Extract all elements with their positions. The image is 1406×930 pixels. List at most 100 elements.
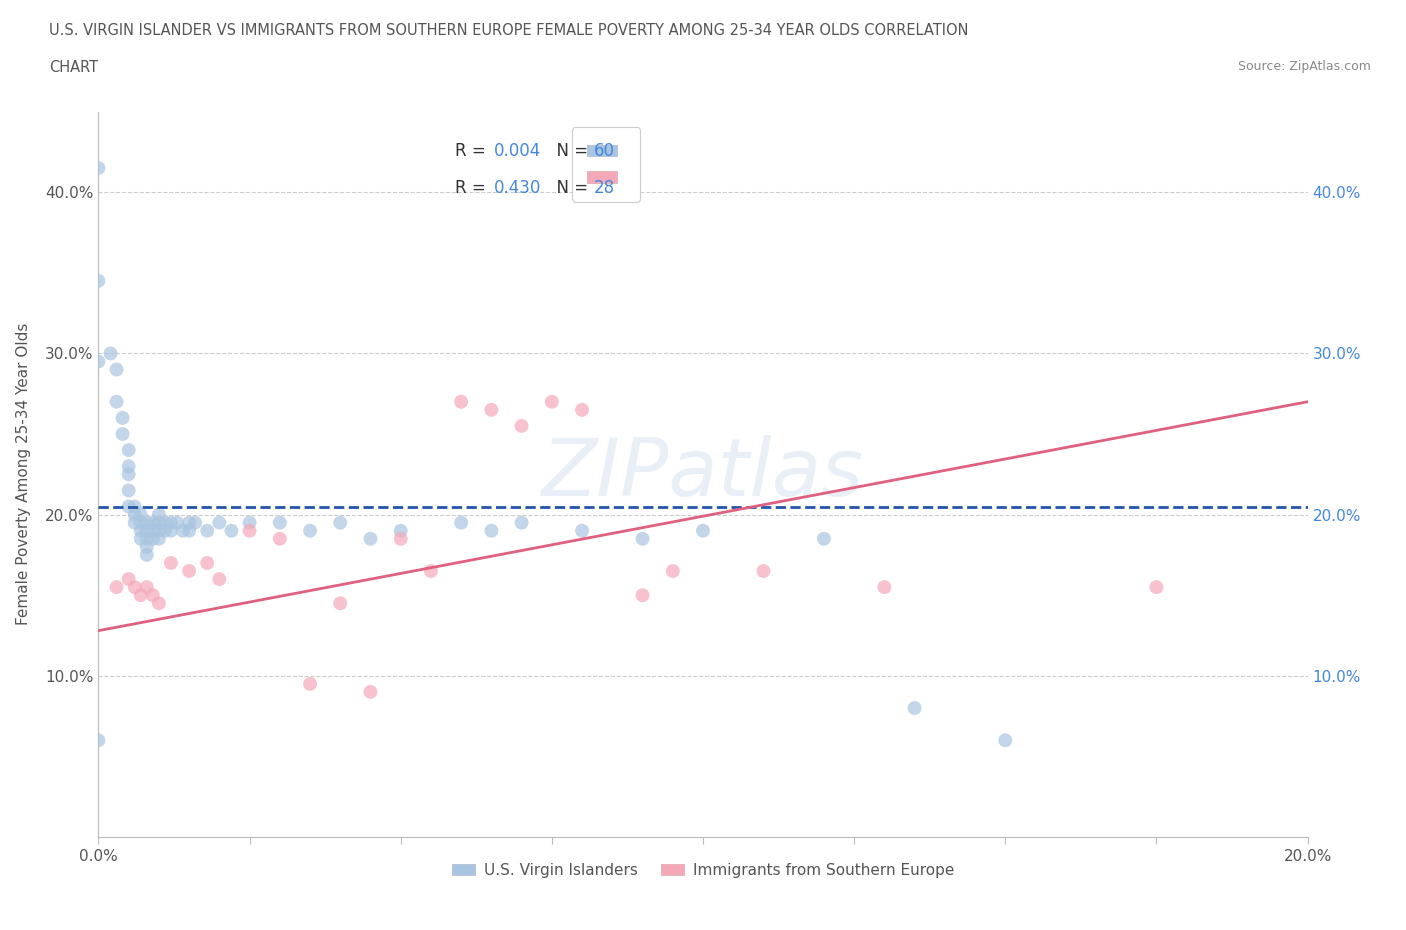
Point: [87, 354, 110, 369]
Point: [111, 427, 134, 442]
Point: [87, 273, 110, 288]
Point: [329, 596, 352, 611]
Point: [129, 531, 152, 546]
Point: [166, 515, 188, 530]
Point: [450, 515, 472, 530]
Point: [179, 524, 201, 538]
Point: [129, 524, 152, 538]
Point: [329, 515, 352, 530]
Point: [118, 443, 141, 458]
Point: [148, 531, 170, 546]
Point: [661, 564, 683, 578]
Point: [124, 579, 146, 594]
Point: [135, 579, 157, 594]
Point: [269, 515, 291, 530]
Point: [221, 524, 243, 538]
Point: [100, 346, 122, 361]
Point: [142, 515, 165, 530]
Point: [153, 524, 176, 538]
Point: [118, 458, 141, 473]
Point: [87, 161, 110, 176]
Point: [148, 524, 170, 538]
Point: [269, 531, 291, 546]
Point: [692, 524, 714, 538]
Point: [813, 531, 835, 546]
Point: [904, 700, 927, 715]
Point: [148, 515, 170, 530]
Point: [208, 515, 231, 530]
Point: [752, 564, 775, 578]
Point: [450, 394, 472, 409]
Point: [172, 524, 194, 538]
Text: N =: N =: [546, 142, 593, 161]
Point: [135, 515, 157, 530]
Point: [179, 564, 201, 578]
Point: [195, 524, 218, 538]
Point: [135, 548, 157, 563]
Point: [124, 515, 146, 530]
Point: [105, 394, 128, 409]
Text: 0.004: 0.004: [494, 142, 541, 161]
Point: [239, 524, 262, 538]
Point: [179, 515, 201, 530]
Text: R =: R =: [456, 142, 491, 161]
Y-axis label: Female Poverty Among 25-34 Year Olds: Female Poverty Among 25-34 Year Olds: [17, 323, 31, 626]
Point: [631, 531, 654, 546]
Text: U.S. VIRGIN ISLANDER VS IMMIGRANTS FROM SOUTHERN EUROPE FEMALE POVERTY AMONG 25-: U.S. VIRGIN ISLANDER VS IMMIGRANTS FROM …: [49, 23, 969, 38]
Text: ZIPatlas: ZIPatlas: [541, 435, 865, 513]
Point: [208, 572, 231, 587]
Text: 28: 28: [595, 179, 616, 197]
Point: [129, 588, 152, 603]
Point: [160, 515, 183, 530]
Text: Source: ZipAtlas.com: Source: ZipAtlas.com: [1237, 60, 1371, 73]
Point: [420, 564, 443, 578]
Point: [105, 362, 128, 377]
Text: N =: N =: [546, 179, 593, 197]
Point: [481, 524, 503, 538]
Point: [571, 524, 593, 538]
Point: [118, 499, 141, 514]
Point: [299, 676, 322, 691]
Point: [129, 507, 152, 522]
Point: [111, 410, 134, 425]
Point: [118, 467, 141, 482]
Point: [184, 515, 207, 530]
Text: 0.430: 0.430: [494, 179, 541, 197]
Point: [994, 733, 1017, 748]
Point: [118, 483, 141, 498]
Point: [124, 507, 146, 522]
Point: [160, 555, 183, 570]
Text: R =: R =: [456, 179, 491, 197]
Point: [160, 524, 183, 538]
Point: [360, 684, 382, 699]
Point: [142, 531, 165, 546]
Point: [135, 531, 157, 546]
Point: [481, 403, 503, 418]
Point: [148, 507, 170, 522]
Point: [118, 572, 141, 587]
Point: [195, 555, 218, 570]
Point: [360, 531, 382, 546]
Point: [142, 588, 165, 603]
Point: [135, 539, 157, 554]
Point: [510, 418, 533, 433]
Point: [153, 515, 176, 530]
Legend: U.S. Virgin Islanders, Immigrants from Southern Europe: U.S. Virgin Islanders, Immigrants from S…: [446, 857, 960, 884]
Point: [873, 579, 896, 594]
Point: [129, 515, 152, 530]
Point: [135, 524, 157, 538]
Point: [389, 531, 412, 546]
Point: [299, 524, 322, 538]
Text: CHART: CHART: [49, 60, 98, 75]
Point: [571, 403, 593, 418]
Point: [631, 588, 654, 603]
Point: [124, 499, 146, 514]
Point: [148, 596, 170, 611]
Point: [389, 524, 412, 538]
Point: [239, 515, 262, 530]
Text: 60: 60: [595, 142, 616, 161]
Point: [105, 579, 128, 594]
Point: [540, 394, 562, 409]
Point: [510, 515, 533, 530]
Point: [1144, 579, 1167, 594]
